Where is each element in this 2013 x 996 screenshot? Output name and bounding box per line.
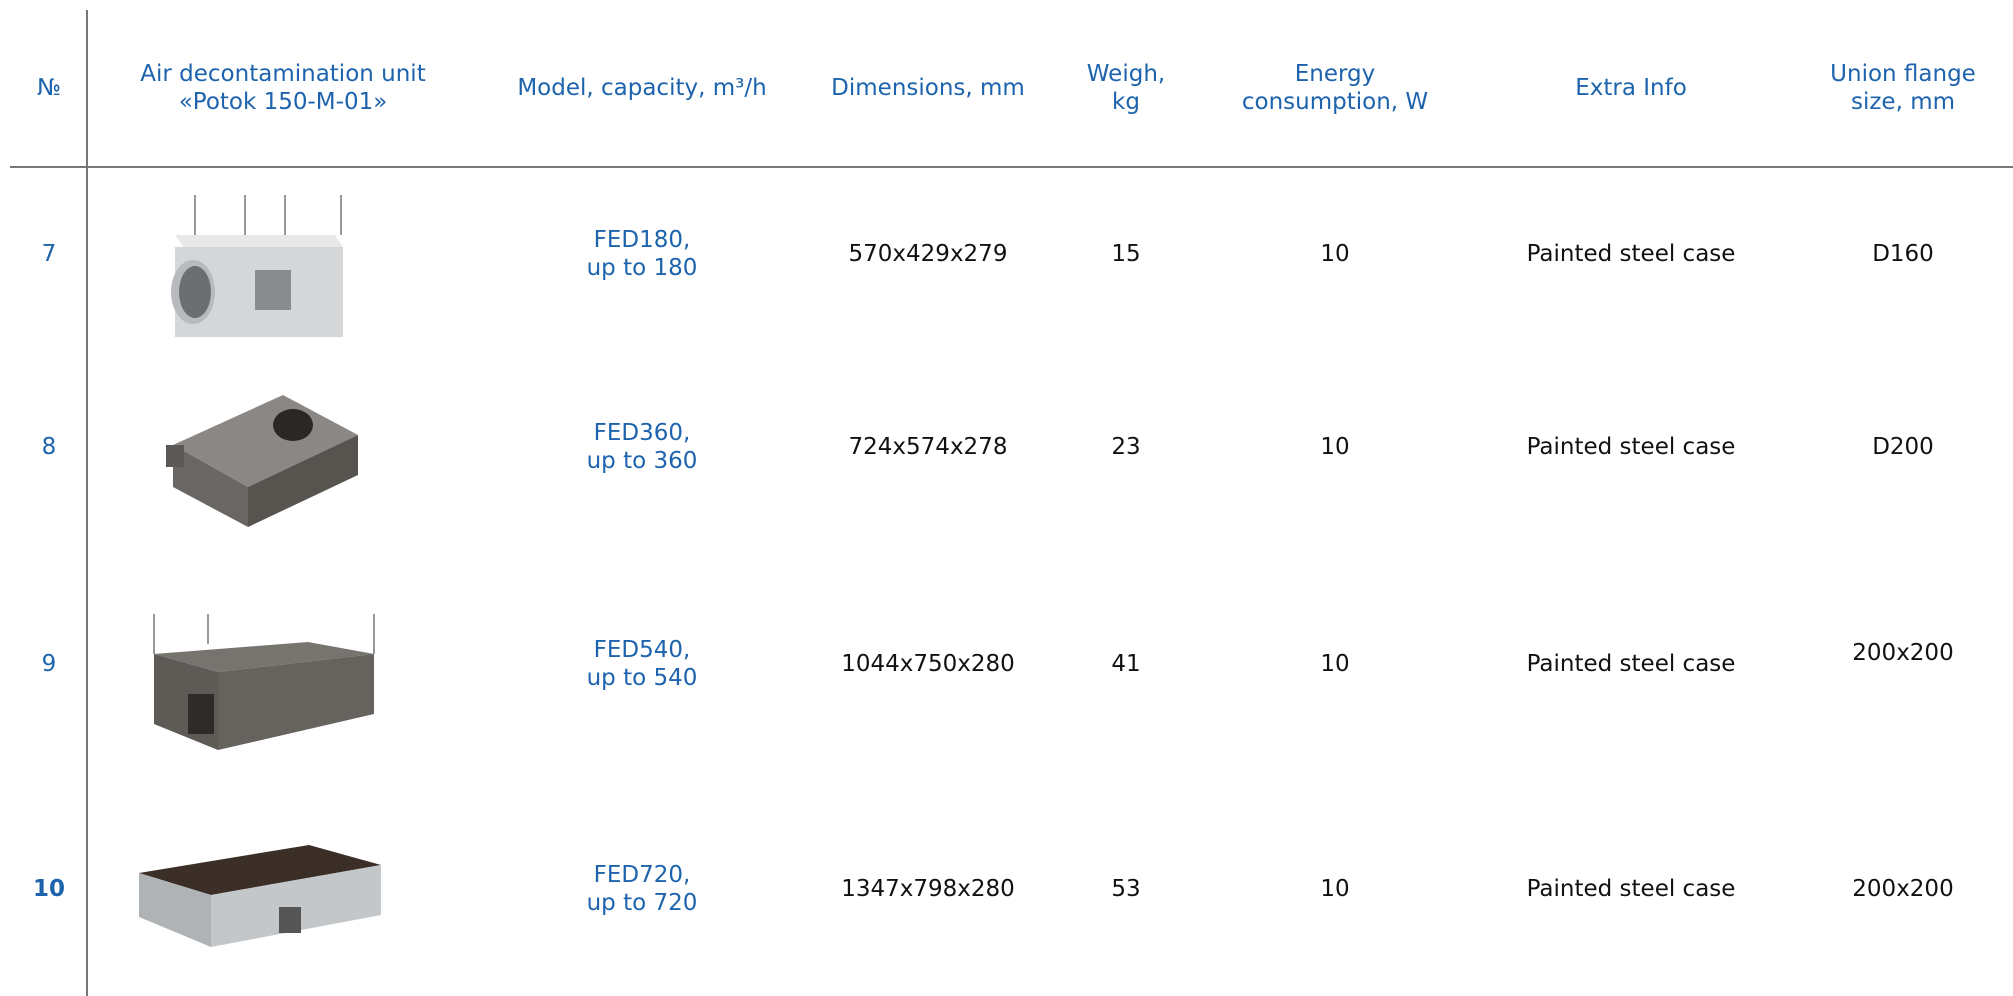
weight-cell: 23 (1111, 433, 1140, 461)
flange-cell: D160 (1872, 240, 1934, 268)
dimensions-cell: 724x574x278 (849, 433, 1008, 461)
header-text: consumption, W (1242, 88, 1428, 116)
product-table: № Air decontamination unit«Potok 150-M-01… (0, 0, 2013, 996)
energy-cell: 10 (1320, 650, 1349, 678)
product-image (163, 395, 363, 527)
number-cell: 8 (42, 433, 57, 461)
energy-cell: 10 (1320, 240, 1349, 268)
model-text: FED360, (587, 419, 698, 447)
weight-cell: 15 (1111, 240, 1140, 268)
product-image (139, 845, 381, 947)
model-text: up to 360 (587, 447, 698, 475)
header-cell: Weigh,kg (1087, 60, 1165, 116)
model-cell: FED720,up to 720 (587, 861, 698, 917)
product-image (165, 195, 347, 345)
header-text: size, mm (1830, 88, 1976, 116)
header-text: Extra Info (1575, 74, 1687, 102)
flange-cell: 200x200 (1852, 875, 1953, 903)
number-cell: 9 (42, 650, 57, 678)
model-text: FED720, (587, 861, 698, 889)
model-text: FED180, (587, 226, 698, 254)
model-text: up to 540 (587, 664, 698, 692)
extra-cell: Painted steel case (1527, 875, 1736, 903)
flange-cell: D200 (1872, 433, 1934, 461)
flange-cell: 200x200 (1852, 639, 1953, 667)
header-text: Energy (1242, 60, 1428, 88)
header-text: kg (1087, 88, 1165, 116)
energy-cell: 10 (1320, 875, 1349, 903)
header-text: Dimensions, mm (831, 74, 1025, 102)
header-text: Weigh, (1087, 60, 1165, 88)
header-text: Union flange (1830, 60, 1976, 88)
product-image (148, 614, 380, 750)
dimensions-cell: 1044x750x280 (841, 650, 1015, 678)
header-cell: Dimensions, mm (831, 74, 1025, 102)
header-cell: Model, capacity, m³/h (517, 74, 766, 102)
number-cell: 10 (33, 875, 65, 903)
model-cell: FED360,up to 360 (587, 419, 698, 475)
model-text: up to 180 (587, 254, 698, 282)
header-cell: Extra Info (1575, 74, 1687, 102)
header-cell: № (37, 74, 61, 102)
vertical-divider (86, 10, 88, 996)
extra-cell: Painted steel case (1527, 433, 1736, 461)
model-cell: FED540,up to 540 (587, 636, 698, 692)
header-text: Air decontamination unit (140, 60, 425, 88)
header-text: № (37, 74, 61, 102)
extra-cell: Painted steel case (1527, 650, 1736, 678)
header-text: «Potok 150-M-01» (140, 88, 425, 116)
model-text: up to 720 (587, 889, 698, 917)
header-divider (10, 166, 2013, 168)
header-text: Model, capacity, m³/h (517, 74, 766, 102)
header-cell: Air decontamination unit«Potok 150-M-01» (140, 60, 425, 116)
number-cell: 7 (42, 240, 57, 268)
energy-cell: 10 (1320, 433, 1349, 461)
extra-cell: Painted steel case (1527, 240, 1736, 268)
dimensions-cell: 570x429x279 (849, 240, 1008, 268)
dimensions-cell: 1347x798x280 (841, 875, 1015, 903)
model-cell: FED180,up to 180 (587, 226, 698, 282)
weight-cell: 53 (1111, 875, 1140, 903)
model-text: FED540, (587, 636, 698, 664)
weight-cell: 41 (1111, 650, 1140, 678)
